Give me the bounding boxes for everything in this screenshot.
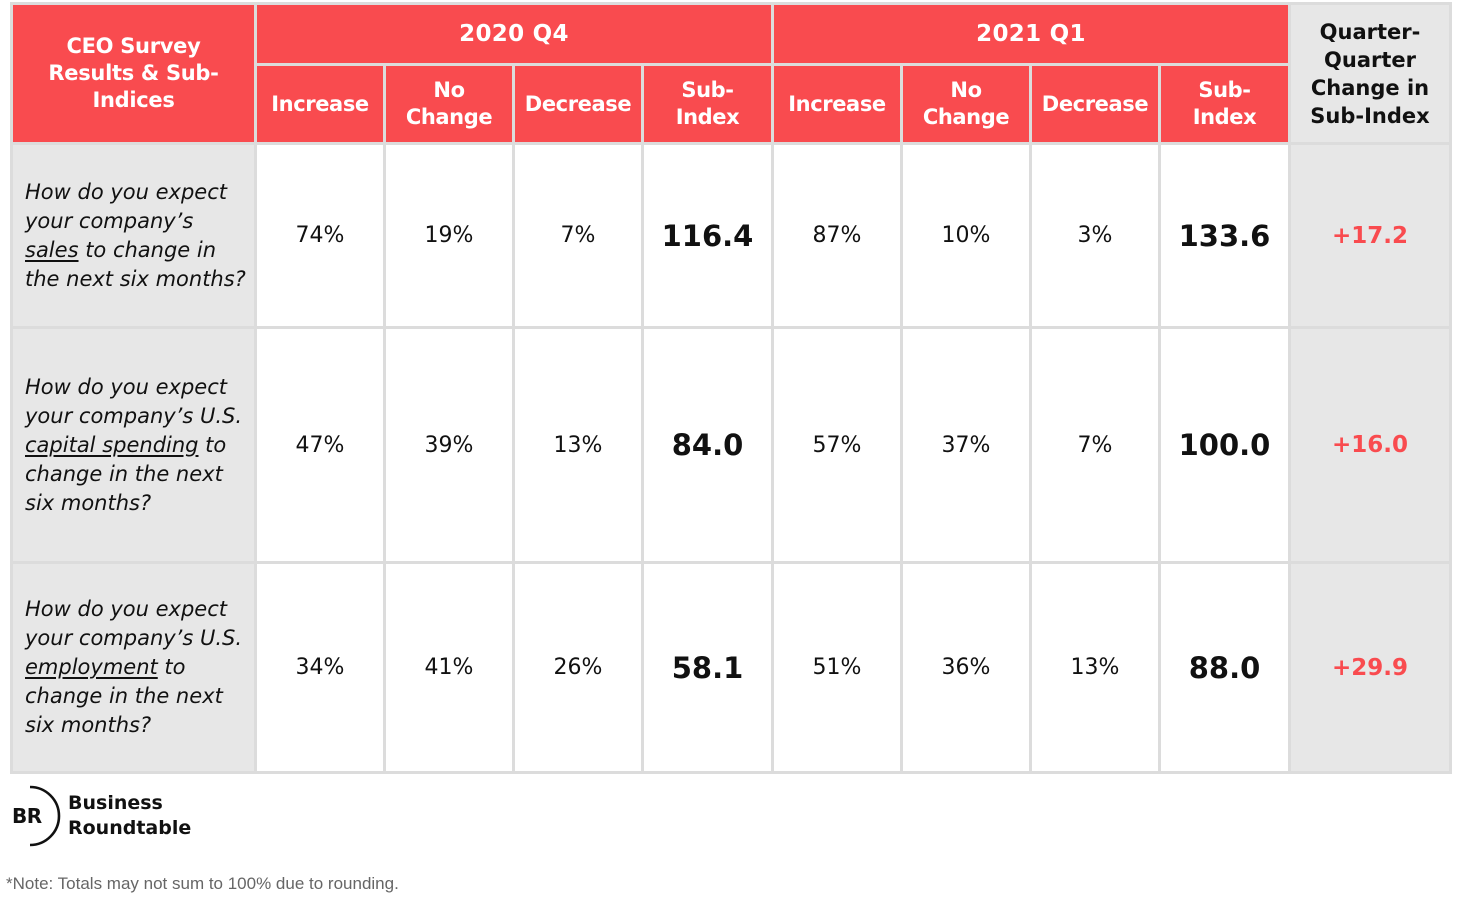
sales-q4-no-change: 19%	[386, 145, 512, 326]
col-header-q4-no-change: No Change	[386, 66, 512, 142]
sales-q4-sub-index: 116.4	[644, 145, 771, 326]
question-employment: How do you expect your company’s U.S. em…	[13, 564, 254, 771]
capex-q1-no-change: 37%	[903, 329, 1029, 561]
period-header-2020-q4: 2020 Q4	[257, 5, 771, 63]
logo-arc-icon	[29, 785, 61, 847]
question-keyword-employment: employment	[25, 655, 158, 679]
col-header-q1-no-change: No Change	[903, 66, 1029, 142]
employment-q4-decrease: 26%	[515, 564, 641, 771]
col-header-q4-increase: Increase	[257, 66, 383, 142]
capex-q4-decrease: 13%	[515, 329, 641, 561]
sales-quarter-change: +17.2	[1291, 145, 1449, 326]
question-capital-spending: How do you expect your company’s U.S. ca…	[13, 329, 254, 561]
sales-q1-sub-index: 133.6	[1161, 145, 1288, 326]
sales-q4-decrease: 7%	[515, 145, 641, 326]
question-sales: How do you expect your company’s sales t…	[13, 145, 254, 326]
employment-q4-sub-index: 58.1	[644, 564, 771, 771]
capex-q1-decrease: 7%	[1032, 329, 1158, 561]
table-corner-title: CEO Survey Results & Sub-Indices	[13, 5, 254, 142]
employment-quarter-change: +29.9	[1291, 564, 1449, 771]
employment-q1-no-change: 36%	[903, 564, 1029, 771]
sales-q1-increase: 87%	[774, 145, 900, 326]
col-header-q1-sub-index: Sub-Index	[1161, 66, 1288, 142]
logo-initials: BR	[12, 804, 42, 828]
logo-text-line2: Roundtable	[68, 817, 192, 839]
col-header-q4-sub-index: Sub-Index	[644, 66, 771, 142]
employment-q1-sub-index: 88.0	[1161, 564, 1288, 771]
capex-q4-sub-index: 84.0	[644, 329, 771, 561]
capex-q4-no-change: 39%	[386, 329, 512, 561]
capex-q1-sub-index: 100.0	[1161, 329, 1288, 561]
question-keyword-sales: sales	[25, 237, 79, 262]
sales-q1-decrease: 3%	[1032, 145, 1158, 326]
employment-q1-increase: 51%	[774, 564, 900, 771]
period-header-2021-q1: 2021 Q1	[774, 5, 1288, 63]
question-keyword-capital-spending: capital spending	[25, 432, 199, 457]
col-header-q1-decrease: Decrease	[1032, 66, 1158, 142]
survey-results-table: CEO Survey Results & Sub-Indices 2020 Q4…	[10, 2, 1452, 774]
sales-q1-no-change: 10%	[903, 145, 1029, 326]
capex-q4-increase: 47%	[257, 329, 383, 561]
business-roundtable-logo: BR Business Roundtable	[6, 784, 206, 848]
col-header-q1-increase: Increase	[774, 66, 900, 142]
logo-text-line1: Business	[68, 792, 163, 814]
col-header-q4-decrease: Decrease	[515, 66, 641, 142]
capex-q1-increase: 57%	[774, 329, 900, 561]
employment-q1-decrease: 13%	[1032, 564, 1158, 771]
capex-quarter-change: +16.0	[1291, 329, 1449, 561]
employment-q4-increase: 34%	[257, 564, 383, 771]
quarter-change-header: Quarter-Quarter Change in Sub-Index	[1291, 5, 1449, 142]
rounding-footnote: *Note: Totals may not sum to 100% due to…	[6, 874, 399, 893]
sales-q4-increase: 74%	[257, 145, 383, 326]
employment-q4-no-change: 41%	[386, 564, 512, 771]
